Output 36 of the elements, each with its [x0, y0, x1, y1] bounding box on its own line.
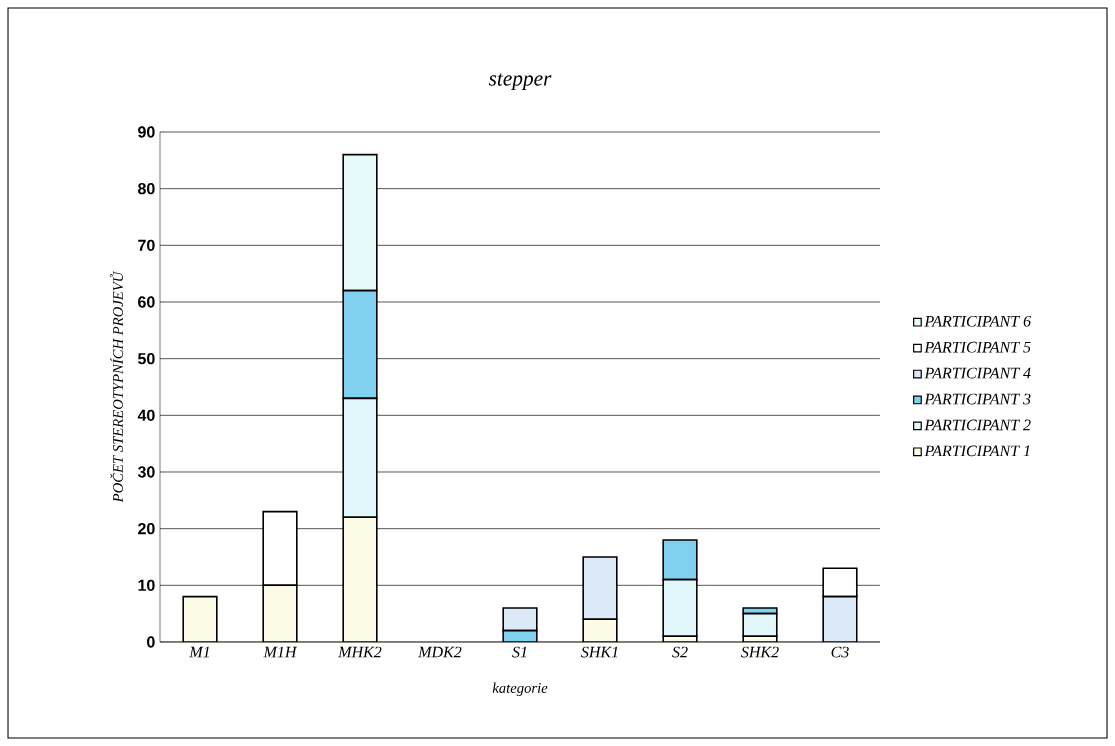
legend-label: PARTICIPANT 2	[924, 419, 1031, 431]
bar	[662, 578, 698, 638]
x-tick-label: C3	[831, 646, 849, 658]
x-axis-title: kategorie	[492, 682, 548, 696]
legend-label: PARTICIPANT 1	[924, 445, 1030, 457]
chart-title: stepper	[488, 73, 552, 90]
x-tick-label: MHK2	[338, 646, 382, 658]
legend-label: PARTICIPANT 6	[924, 315, 1031, 327]
x-tick-label: SHK2	[741, 646, 779, 658]
bar	[262, 584, 298, 642]
y-tick-label: 50	[138, 353, 155, 365]
legend-label: PARTICIPANT 4	[924, 367, 1031, 379]
bar	[342, 516, 378, 642]
y-tick-label: 30	[137, 466, 155, 478]
y-tick-label: 90	[138, 126, 155, 138]
x-tick-label: S1	[512, 646, 527, 658]
bar	[182, 595, 218, 642]
bar	[342, 289, 378, 400]
y-tick-label: 80	[138, 183, 155, 195]
y-axis-title: POČET STEREOTYPNÍCH PROJEVŮ	[109, 270, 124, 503]
bar	[822, 595, 858, 642]
y-tick-label: 40	[137, 409, 155, 421]
y-tick-label: 60	[138, 296, 155, 308]
x-tick-label: M1	[189, 646, 209, 658]
x-tick-label: SHK1	[581, 646, 618, 658]
x-tick-label: MDK2	[418, 646, 462, 658]
bar	[582, 556, 618, 621]
x-tick-label: S2	[672, 646, 688, 658]
y-tick-label: 70	[138, 239, 155, 251]
y-tick-label: 10	[138, 579, 155, 591]
x-tick-label: M1H	[263, 646, 298, 658]
y-tick-label: 0	[147, 636, 155, 648]
legend-label: PARTICIPANT 5	[924, 341, 1031, 353]
legend-label: PARTICIPANT 3	[924, 393, 1031, 405]
y-tick-label: 20	[138, 523, 155, 535]
bar	[662, 539, 698, 581]
